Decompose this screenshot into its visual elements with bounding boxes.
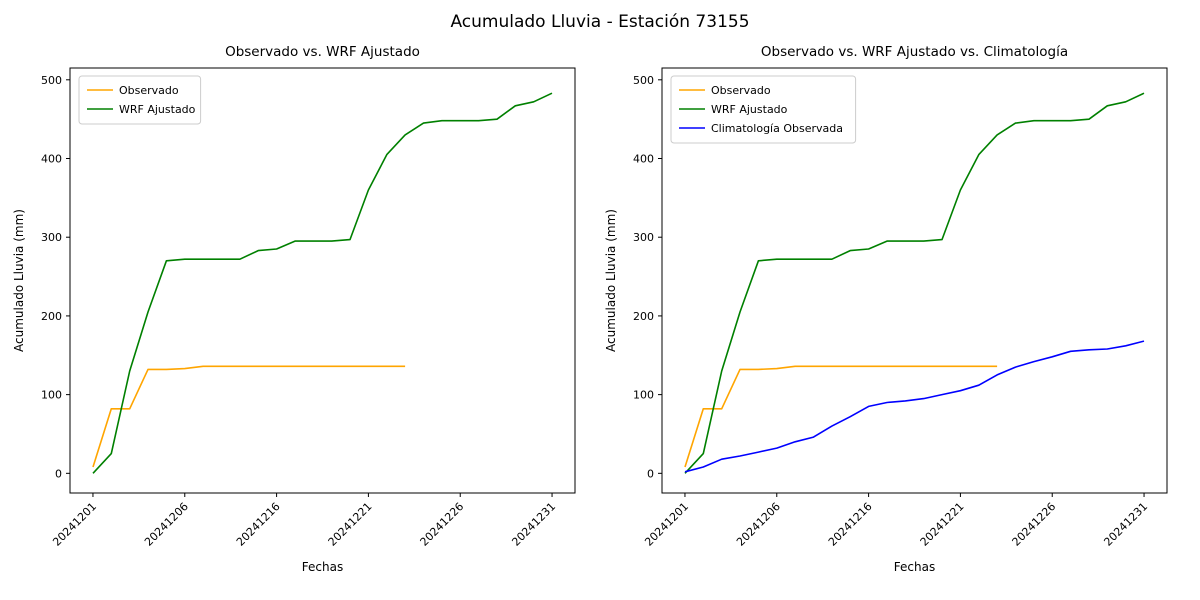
legend [78, 75, 202, 125]
y-tick-label: 0 [55, 467, 62, 480]
axes-box [661, 67, 1168, 494]
series-line-wrf-ajustado [92, 92, 553, 474]
y-axis-label: Acumulado Lluvia (mm) [604, 209, 618, 352]
series-line-observado [684, 365, 998, 468]
y-tick-label: 500 [633, 74, 654, 87]
x-tick-label: 20241206 [734, 500, 783, 549]
legend-label: Observado [119, 84, 179, 97]
legend-label: WRF Ajustado [119, 103, 196, 116]
series-line-observado [92, 365, 406, 468]
y-tick-label: 100 [633, 389, 654, 402]
x-tick-label: 20241231 [1101, 500, 1150, 549]
x-tick-label: 20241201 [50, 500, 99, 549]
y-tick-label: 0 [647, 467, 654, 480]
y-tick-label: 500 [41, 74, 62, 87]
y-tick-label: 100 [41, 389, 62, 402]
right-chart: Observado vs. WRF Ajustado vs. Climatolo… [604, 44, 1168, 574]
y-tick-label: 400 [633, 153, 654, 166]
x-tick-label: 20241221 [918, 500, 967, 549]
x-axis-label: Fechas [894, 560, 935, 574]
x-tick-label: 20241226 [1010, 500, 1059, 549]
series-line-climatolog-a-observada [684, 340, 1145, 473]
legend [670, 75, 857, 144]
axes-box [69, 67, 576, 494]
x-axis-label: Fechas [302, 560, 343, 574]
x-tick-label: 20241231 [509, 500, 558, 549]
subplot-title: Observado vs. WRF Ajustado [225, 44, 420, 60]
subplot-title: Observado vs. WRF Ajustado vs. Climatolo… [761, 44, 1068, 60]
series-line-wrf-ajustado [684, 92, 1145, 474]
legend-label: Observado [711, 84, 771, 97]
x-tick-label: 20241221 [326, 500, 375, 549]
y-tick-label: 400 [41, 153, 62, 166]
y-tick-label: 300 [41, 231, 62, 244]
x-tick-label: 20241226 [418, 500, 467, 549]
x-tick-label: 20241201 [642, 500, 691, 549]
y-tick-label: 200 [633, 310, 654, 323]
legend-label: WRF Ajustado [711, 103, 788, 116]
y-axis-label: Acumulado Lluvia (mm) [12, 209, 26, 352]
x-tick-label: 20241216 [826, 500, 875, 549]
y-tick-label: 200 [41, 310, 62, 323]
y-tick-label: 300 [633, 231, 654, 244]
legend-label: Climatología Observada [711, 122, 843, 135]
x-tick-label: 20241216 [234, 500, 283, 549]
x-tick-label: 20241206 [142, 500, 191, 549]
figure-title: Acumulado Lluvia - Estación 73155 [450, 12, 750, 32]
left-chart: Observado vs. WRF Ajustado 0 100 200 300 400 5… [12, 44, 576, 574]
